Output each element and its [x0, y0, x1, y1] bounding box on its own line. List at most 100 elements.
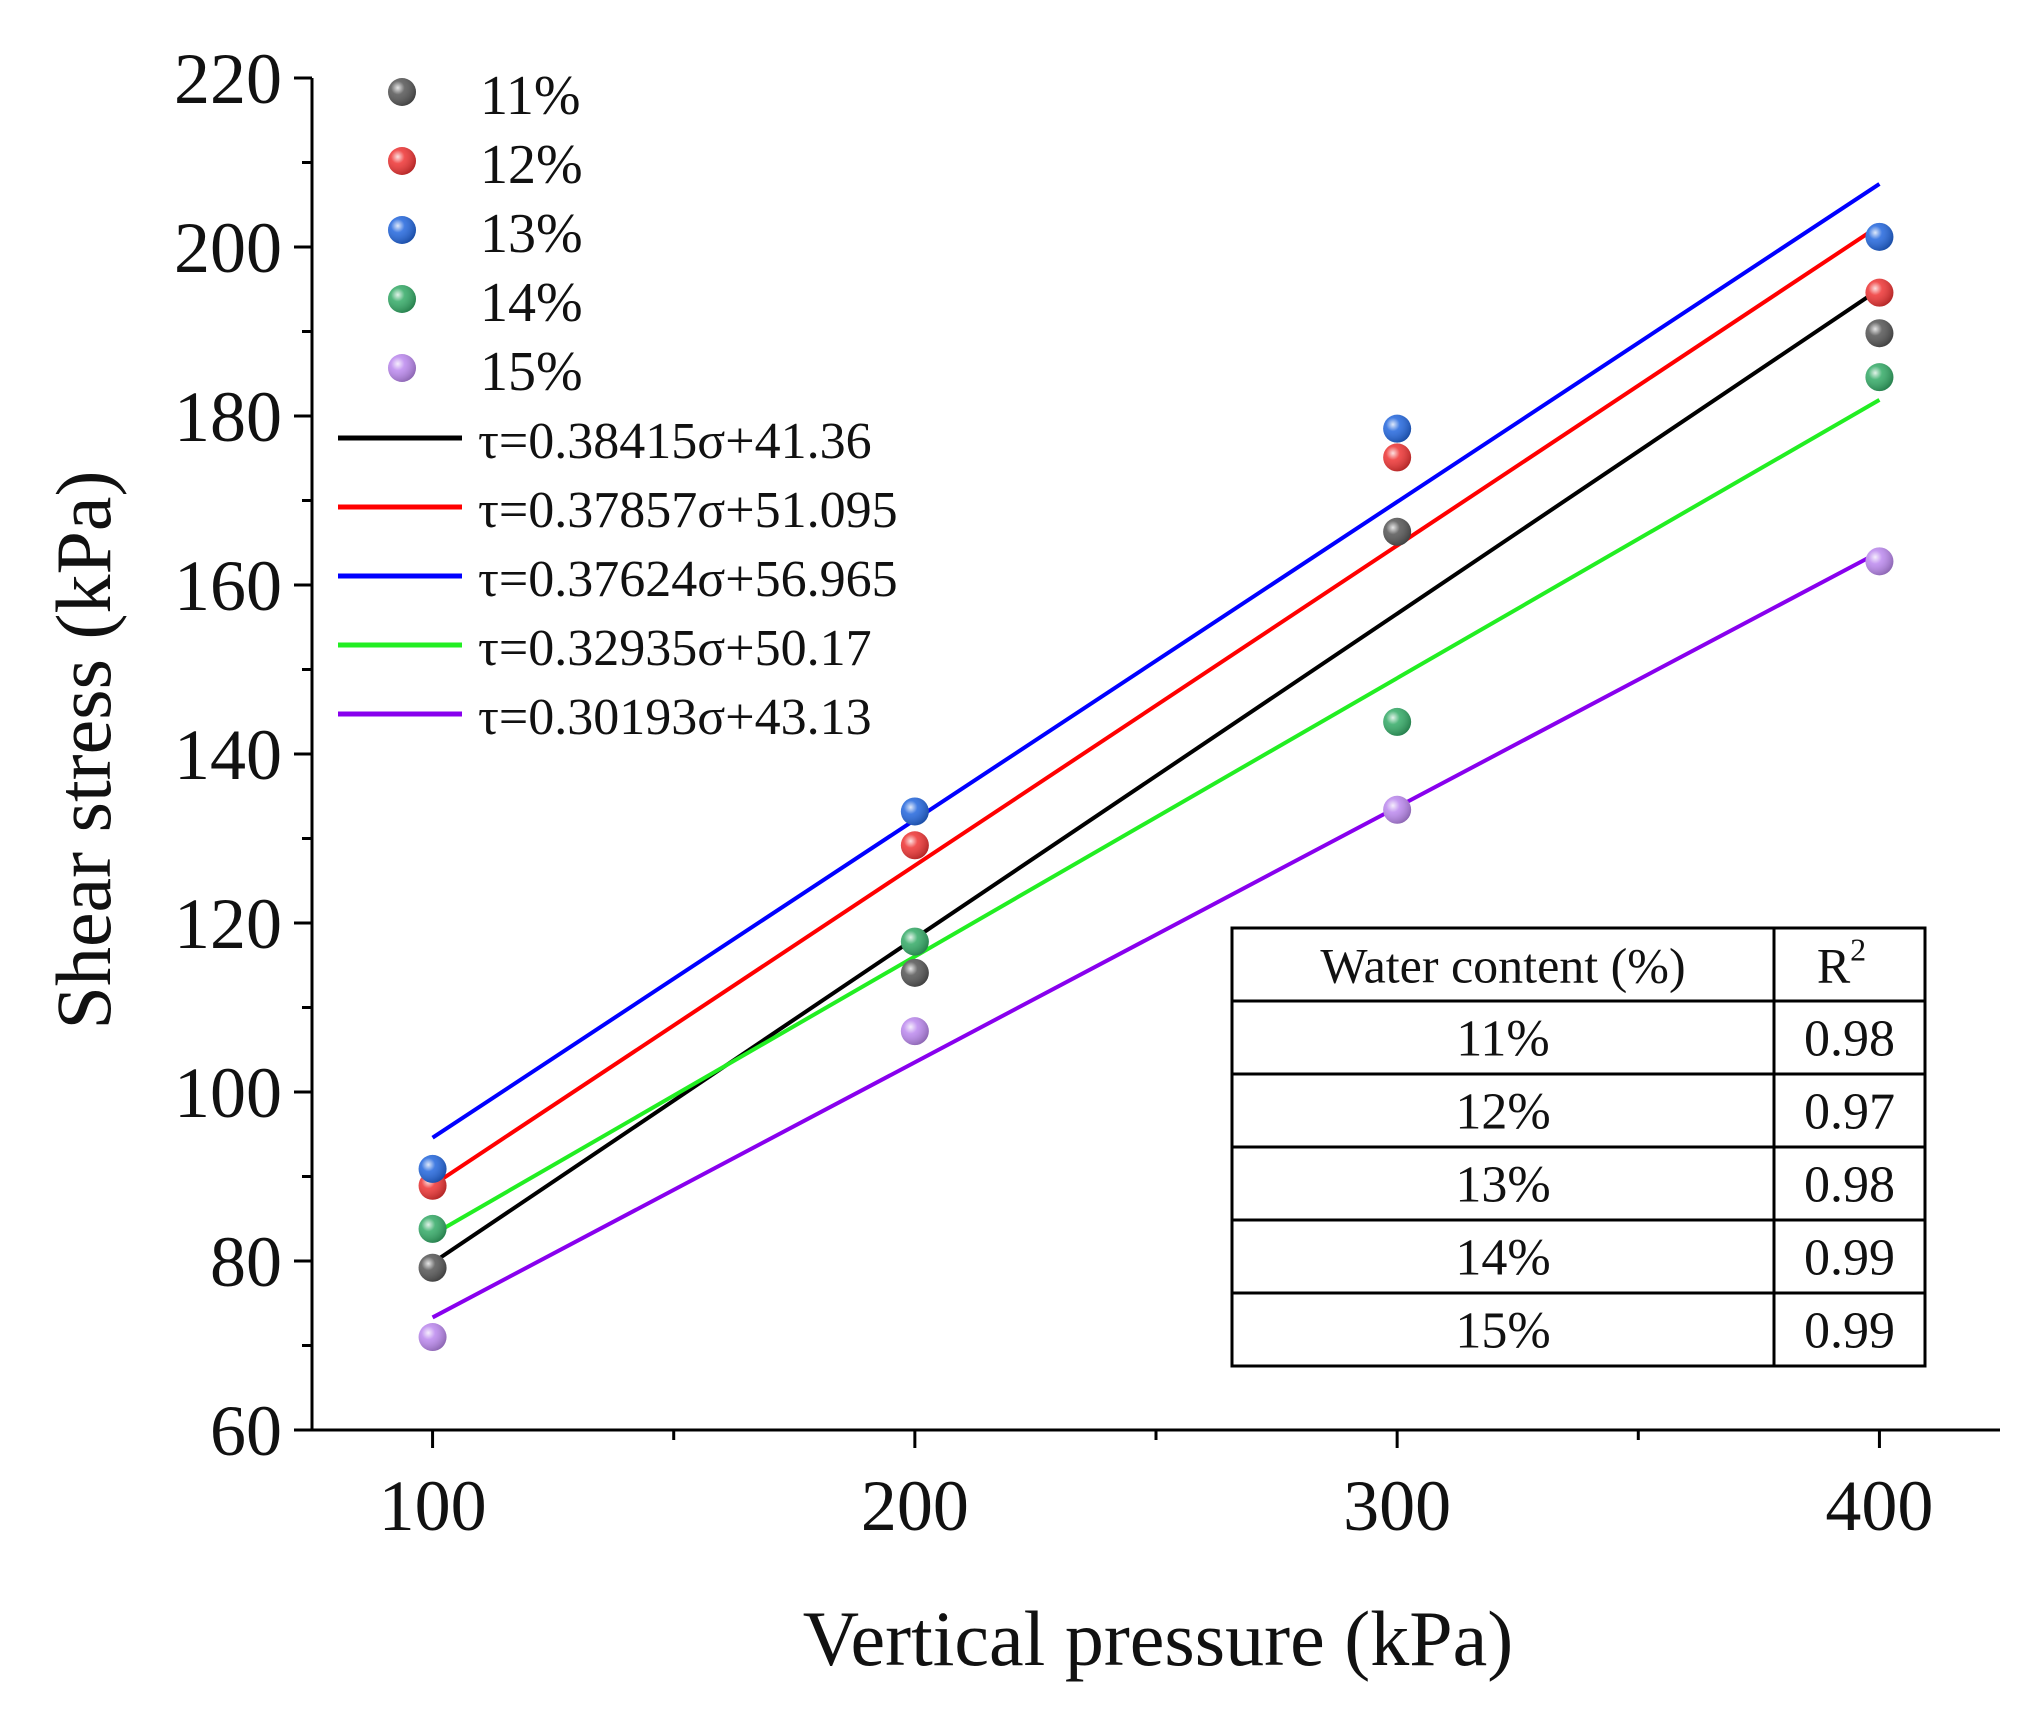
- fit-line-15pct: [431, 550, 1881, 1320]
- data-point-14pct: [1865, 363, 1894, 392]
- legend-label: 14%: [480, 272, 583, 334]
- legend-marker-shade: [388, 354, 416, 382]
- y-axis-title: Shear stress (kPa): [40, 471, 127, 1030]
- point-shade: [900, 1017, 929, 1046]
- data-point-11pct: [1865, 319, 1894, 348]
- point-shade: [1865, 222, 1894, 251]
- legend-fit-equation: τ=0.38415σ+41.36: [478, 413, 872, 470]
- legend-marker-item: 15%: [388, 341, 583, 403]
- data-point-12pct: [1383, 443, 1412, 472]
- point-shade: [1865, 363, 1894, 392]
- data-point-11pct: [1383, 517, 1412, 546]
- legend-marker-shade: [388, 285, 416, 313]
- table-cell-r-squared: 0.97: [1804, 1084, 1895, 1141]
- data-point-13pct: [1383, 414, 1412, 443]
- data-point-13pct: [1865, 222, 1894, 251]
- legend-line-item: τ=0.32935σ+50.17: [338, 620, 872, 677]
- point-shade: [1383, 707, 1412, 736]
- data-point-15pct: [900, 1017, 929, 1046]
- point-shade: [1383, 795, 1412, 824]
- table-cell-r-squared: 0.99: [1804, 1303, 1895, 1360]
- r-squared-superscript: 2: [1850, 932, 1866, 968]
- legend-label: 11%: [480, 65, 581, 127]
- legend-fit-equation: τ=0.37857σ+51.095: [478, 482, 898, 539]
- y-tick-label: 200: [174, 208, 282, 288]
- table-cell-r-squared: 0.98: [1804, 1011, 1895, 1068]
- fit-line-11pct: [431, 287, 1881, 1265]
- table-header-water-content: Water content (%): [1320, 938, 1685, 994]
- data-point-14pct: [418, 1214, 447, 1243]
- point-shade: [418, 1253, 447, 1282]
- legend-marker-item: 13%: [388, 203, 583, 265]
- data-point-13pct: [418, 1154, 447, 1183]
- table-cell-water-content: 15%: [1455, 1303, 1550, 1360]
- legend-fit-equation: τ=0.30193σ+43.13: [478, 689, 872, 746]
- point-shade: [418, 1154, 447, 1183]
- data-point-15pct: [1865, 547, 1894, 576]
- x-tick-label: 300: [1343, 1466, 1451, 1546]
- point-shade: [1865, 278, 1894, 307]
- point-shade: [1383, 517, 1412, 546]
- legend-marker-item: 11%: [388, 65, 581, 127]
- point-shade: [1383, 414, 1412, 443]
- data-point-14pct: [1383, 707, 1412, 736]
- point-shade: [1865, 547, 1894, 576]
- y-tick-label: 80: [210, 1222, 282, 1302]
- table-cell-r-squared: 0.99: [1804, 1230, 1895, 1287]
- legend-line-item: τ=0.37857σ+51.095: [338, 482, 898, 539]
- point-shade: [1865, 319, 1894, 348]
- x-tick-label: 400: [1825, 1466, 1933, 1546]
- legend-line-item: τ=0.30193σ+43.13: [338, 689, 872, 746]
- legend-fit-equation: τ=0.37624σ+56.965: [478, 551, 898, 608]
- point-shade: [418, 1214, 447, 1243]
- legend-label: 15%: [480, 341, 583, 403]
- point-shade: [418, 1323, 447, 1352]
- point-shade: [900, 831, 929, 860]
- point-shade: [900, 797, 929, 826]
- legend-marker-item: 14%: [388, 272, 583, 334]
- data-point-11pct: [900, 958, 929, 987]
- fit-line-14pct: [431, 398, 1881, 1237]
- fit-line-13pct: [431, 182, 1881, 1140]
- data-point-13pct: [900, 797, 929, 826]
- table-cell-r-squared: 0.98: [1804, 1157, 1895, 1214]
- data-point-14pct: [900, 927, 929, 956]
- data-point-12pct: [900, 831, 929, 860]
- y-tick-label: 100: [174, 1053, 282, 1133]
- table-cell-water-content: 14%: [1455, 1230, 1550, 1287]
- point-shade: [1383, 443, 1412, 472]
- legend-line-item: τ=0.38415σ+41.36: [338, 413, 872, 470]
- table-cell-water-content: 13%: [1455, 1157, 1550, 1214]
- legend-label: 12%: [480, 134, 583, 196]
- legend-marker-shade: [388, 147, 416, 175]
- fit-line-12pct: [431, 224, 1881, 1188]
- legend-marker-shade: [388, 78, 416, 106]
- legend-marker-shade: [388, 216, 416, 244]
- x-tick-label: 100: [379, 1466, 487, 1546]
- legend-marker-item: 12%: [388, 134, 583, 196]
- table-cell-water-content: 11%: [1456, 1011, 1549, 1068]
- y-tick-label: 180: [174, 377, 282, 457]
- table-cell-water-content: 12%: [1455, 1084, 1550, 1141]
- point-shade: [900, 927, 929, 956]
- x-tick-label: 200: [861, 1466, 969, 1546]
- legend-label: 13%: [480, 203, 583, 265]
- legend-line-item: τ=0.37624σ+56.965: [338, 551, 898, 608]
- y-tick-label: 160: [174, 546, 282, 626]
- data-points: [418, 222, 1894, 1352]
- legend: 11% 12% 13% 14% 15% τ=0.38415σ+41.36 τ=0.37857…: [338, 65, 898, 746]
- data-point-15pct: [1383, 795, 1412, 824]
- axes: 60 80 100 120 140 160 180 200 220 100 200 300 400: [174, 39, 2000, 1546]
- y-tick-label: 140: [174, 715, 282, 795]
- data-point-12pct: [1865, 278, 1894, 307]
- data-point-11pct: [418, 1253, 447, 1282]
- y-tick-label: 120: [174, 884, 282, 964]
- fit-lines: [431, 182, 1881, 1320]
- legend-fit-equation: τ=0.32935σ+50.17: [478, 620, 872, 677]
- point-shade: [900, 958, 929, 987]
- x-axis-title: Vertical pressure (kPa): [803, 1595, 1513, 1682]
- y-tick-label: 220: [174, 39, 282, 119]
- y-tick-label: 60: [210, 1391, 282, 1471]
